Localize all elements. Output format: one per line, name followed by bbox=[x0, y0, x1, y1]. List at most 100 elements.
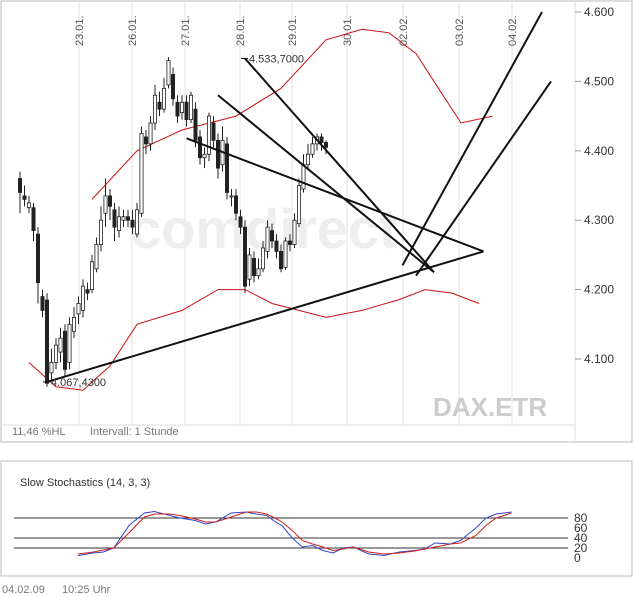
candle-body bbox=[301, 164, 306, 190]
y-tick-label: 4.600 bbox=[584, 5, 614, 19]
candle-body bbox=[224, 143, 229, 193]
candle-body bbox=[130, 219, 135, 228]
trendline bbox=[401, 11, 543, 266]
candle-body bbox=[188, 94, 193, 120]
y-axis-ticks: 4.600 4.500 4.400 4.300 4.200 4.100 bbox=[575, 5, 614, 366]
candle-body bbox=[58, 337, 63, 353]
symbol-label: DAX.ETR bbox=[433, 392, 547, 422]
candle-body bbox=[292, 219, 297, 245]
candle-body bbox=[134, 209, 139, 235]
bollinger-upper-band bbox=[91, 28, 493, 200]
candle-body bbox=[121, 216, 126, 221]
date-label: 29.01. bbox=[287, 15, 299, 46]
candle-body bbox=[296, 185, 301, 225]
candle-body bbox=[170, 74, 175, 100]
candle-body bbox=[319, 136, 324, 143]
candle-body bbox=[139, 133, 144, 214]
stochastics-tick-label: 80 bbox=[574, 511, 588, 525]
bollinger-bands bbox=[28, 28, 493, 391]
candle-body bbox=[90, 261, 95, 290]
candle-body bbox=[287, 240, 292, 245]
candle-body bbox=[233, 195, 238, 214]
trendlines bbox=[46, 11, 552, 383]
trendline bbox=[217, 94, 435, 274]
annotation-label: 4.067,4300 bbox=[51, 377, 106, 389]
candle-body bbox=[76, 303, 81, 315]
candle-body bbox=[157, 101, 162, 110]
candle-body bbox=[184, 101, 189, 120]
date-label: 26.01. bbox=[127, 15, 139, 46]
candle-body bbox=[31, 207, 36, 232]
candle-body bbox=[45, 299, 50, 384]
candle-body bbox=[40, 296, 45, 311]
candle-body bbox=[161, 87, 166, 110]
footer-time: 10:25 Uhr bbox=[62, 584, 111, 596]
date-label: 03.02. bbox=[454, 15, 466, 46]
candle-body bbox=[265, 226, 270, 252]
candle-body bbox=[36, 233, 41, 284]
candle-body bbox=[323, 142, 328, 148]
candle-body bbox=[72, 316, 77, 332]
date-label: 04.02. bbox=[507, 15, 519, 46]
candle-body bbox=[81, 285, 86, 311]
y-tick-label: 4.400 bbox=[584, 144, 614, 158]
candle-body bbox=[229, 195, 234, 198]
y-tick-label: 4.200 bbox=[584, 283, 614, 297]
trendline bbox=[244, 57, 435, 273]
candle-body bbox=[197, 136, 202, 159]
candle-body bbox=[85, 289, 90, 294]
candle-body bbox=[238, 216, 243, 228]
trendline bbox=[186, 137, 484, 253]
y-tick-label: 4.500 bbox=[584, 74, 614, 88]
candle-body bbox=[67, 323, 72, 363]
candle-body bbox=[103, 195, 108, 214]
info-hl-label: 11,46 %HL bbox=[12, 426, 66, 438]
candle-body bbox=[247, 254, 252, 280]
date-label: 02.02. bbox=[398, 15, 410, 46]
candles-group bbox=[17, 57, 328, 387]
candle-body bbox=[175, 101, 180, 117]
trendline bbox=[415, 80, 552, 277]
date-label: 27.01. bbox=[180, 15, 192, 46]
candle-body bbox=[17, 178, 22, 193]
candle-body bbox=[283, 240, 288, 268]
candle-body bbox=[256, 268, 261, 277]
candle-body bbox=[143, 136, 148, 145]
candle-body bbox=[117, 216, 122, 232]
candle-body bbox=[215, 139, 220, 169]
y-tick-label: 4.100 bbox=[584, 352, 614, 366]
trendline bbox=[46, 250, 484, 383]
stochastics-series-line bbox=[77, 511, 512, 555]
candle-body bbox=[166, 60, 171, 86]
candle-body bbox=[112, 209, 117, 228]
candle-body bbox=[310, 143, 315, 155]
candle-body bbox=[152, 94, 157, 124]
stochastics-tick-label: 60 bbox=[574, 521, 588, 535]
candle-body bbox=[108, 195, 113, 207]
date-label: 28.01. bbox=[235, 15, 247, 46]
candle-body bbox=[202, 153, 207, 159]
candle-body bbox=[269, 230, 274, 242]
candle-body bbox=[94, 244, 99, 270]
stochastics-tick-label: 40 bbox=[574, 531, 588, 545]
stochastics-tick-label: 0 bbox=[574, 551, 581, 565]
main-chart-frame bbox=[0, 0, 633, 443]
bollinger-lower-band bbox=[28, 289, 480, 391]
candle-body bbox=[26, 202, 31, 209]
candle-body bbox=[305, 153, 310, 166]
candle-body bbox=[278, 251, 283, 270]
stochastics-series-line bbox=[77, 510, 512, 557]
date-labels: 23.01. 26.01. 27.01. 28.01. 29.01. 30.01. 02.0… bbox=[74, 15, 519, 46]
candle-body bbox=[193, 108, 198, 141]
price-annotations: 4.533,7000 4.067,4300 bbox=[43, 53, 304, 389]
candle-body bbox=[206, 115, 211, 155]
candle-body bbox=[63, 330, 68, 370]
candle-body bbox=[242, 226, 247, 287]
stochastics-title: Slow Stochastics (14, 3, 3) bbox=[20, 477, 150, 489]
candle-body bbox=[211, 122, 216, 141]
annotation-label: 4.533,7000 bbox=[249, 53, 304, 65]
candle-body bbox=[49, 362, 54, 374]
stochastics-tick-label: 20 bbox=[574, 541, 588, 555]
